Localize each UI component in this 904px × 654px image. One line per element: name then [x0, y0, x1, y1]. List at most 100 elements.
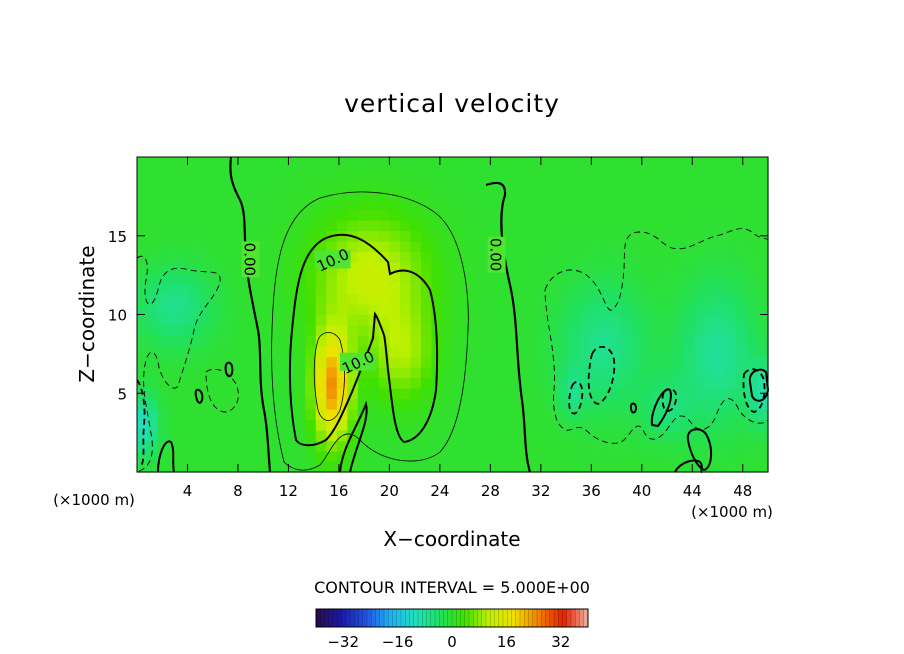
- heatmap-cell: [526, 241, 538, 253]
- colorbar-tick-label: 0: [447, 633, 457, 651]
- heatmap-cell: [158, 262, 170, 274]
- heatmap-cell: [736, 335, 748, 347]
- heatmap-cell: [347, 461, 359, 473]
- colorbar-segment: [384, 609, 389, 627]
- heatmap-cell: [158, 419, 170, 431]
- heatmap-cell: [578, 262, 590, 274]
- heatmap-cell: [179, 377, 191, 389]
- heatmap-cell: [631, 430, 643, 442]
- heatmap-cell: [641, 409, 653, 421]
- heatmap-cell: [410, 325, 422, 337]
- heatmap-cell: [410, 157, 422, 169]
- heatmap-cell: [484, 367, 496, 379]
- heatmap-cell: [704, 377, 717, 389]
- heatmap-cell: [336, 209, 348, 221]
- heatmap-cell: [431, 209, 443, 221]
- colorbar-segment: [413, 609, 419, 627]
- heatmap-cell: [704, 178, 717, 190]
- heatmap-cell: [357, 461, 369, 473]
- heatmap-cell: [641, 451, 653, 463]
- heatmap-cell: [147, 293, 159, 305]
- heatmap-cell: [242, 461, 254, 473]
- heatmap-cell: [368, 430, 380, 442]
- heatmap-cell: [305, 346, 317, 358]
- heatmap-cell: [641, 419, 653, 431]
- heatmap-cell: [242, 430, 254, 442]
- heatmap-cell: [315, 451, 327, 463]
- heatmap-cell: [536, 356, 548, 368]
- heatmap-cell: [515, 440, 527, 452]
- heatmap-cell: [662, 283, 674, 295]
- heatmap-cell: [210, 367, 222, 379]
- heatmap-cell: [578, 430, 590, 442]
- heatmap-cell: [547, 419, 559, 431]
- contour-label: 0.00: [241, 241, 260, 278]
- heatmap-cell: [494, 419, 506, 431]
- heatmap-cell: [473, 451, 485, 463]
- heatmap-cell: [641, 346, 653, 358]
- heatmap-cell: [463, 251, 475, 263]
- heatmap-cell: [137, 251, 149, 263]
- heatmap-cell: [610, 304, 622, 316]
- heatmap-cell: [568, 188, 580, 200]
- heatmap-cell: [347, 440, 359, 452]
- heatmap-cell: [357, 209, 369, 221]
- heatmap-cell: [589, 209, 601, 221]
- heatmap-cell: [284, 199, 296, 211]
- heatmap-cell: [662, 419, 674, 431]
- heatmap-cell: [757, 241, 769, 253]
- heatmap-cell: [652, 451, 664, 463]
- heatmap-cell: [221, 377, 233, 389]
- x-tick-label: 40: [632, 482, 651, 500]
- heatmap-cell: [547, 293, 559, 305]
- heatmap-cell: [557, 461, 569, 473]
- heatmap-cell: [441, 409, 454, 421]
- colorbar-tick-label: −32: [327, 633, 359, 651]
- colorbar-frame: [315, 608, 589, 628]
- heatmap-cell: [736, 209, 748, 221]
- heatmap-cell: [557, 167, 569, 179]
- heatmap-cell: [557, 377, 569, 389]
- heatmap-cell: [557, 272, 569, 284]
- heatmap-cell: [536, 398, 548, 410]
- heatmap-cell: [378, 377, 390, 389]
- heatmap-cell: [473, 409, 485, 421]
- heatmap-cell: [736, 377, 748, 389]
- heatmap-cell: [725, 356, 738, 368]
- heatmap-cell: [410, 262, 422, 274]
- heatmap-cell: [378, 283, 390, 295]
- heatmap-cell: [221, 440, 233, 452]
- heatmap-cell: [368, 283, 380, 295]
- heatmap-cell: [305, 335, 317, 347]
- heatmap-cell: [263, 272, 275, 284]
- heatmap-cell: [536, 199, 548, 211]
- heatmap-cell: [715, 367, 727, 379]
- heatmap-cell: [526, 272, 538, 284]
- heatmap-cell: [473, 220, 485, 232]
- heatmap-cell: [641, 325, 653, 337]
- heatmap-cell: [599, 388, 611, 400]
- heatmap-cell: [147, 325, 159, 337]
- heatmap-cell: [547, 157, 559, 169]
- heatmap-cell: [168, 293, 180, 305]
- heatmap-cell: [683, 209, 695, 221]
- heatmap-cell: [189, 199, 201, 211]
- heatmap-cell: [725, 367, 738, 379]
- heatmap-cell: [263, 188, 275, 200]
- heatmap-cell: [620, 178, 632, 190]
- heatmap-cell: [263, 419, 275, 431]
- heatmap-cell: [231, 230, 243, 242]
- heatmap-cell: [137, 409, 149, 421]
- heatmap-cell: [704, 167, 717, 179]
- heatmap-cell: [315, 356, 327, 368]
- heatmap-cell: [599, 262, 611, 274]
- heatmap-cell: [242, 346, 254, 358]
- colorbar-segment: [469, 609, 474, 627]
- heatmap-cell: [294, 251, 306, 263]
- heatmap-cell: [158, 430, 170, 442]
- heatmap-cell: [189, 283, 201, 295]
- heatmap-cell: [179, 346, 191, 358]
- heatmap-cell: [357, 377, 369, 389]
- heatmap-cell: [305, 188, 317, 200]
- contour-plus-15: [313, 332, 345, 421]
